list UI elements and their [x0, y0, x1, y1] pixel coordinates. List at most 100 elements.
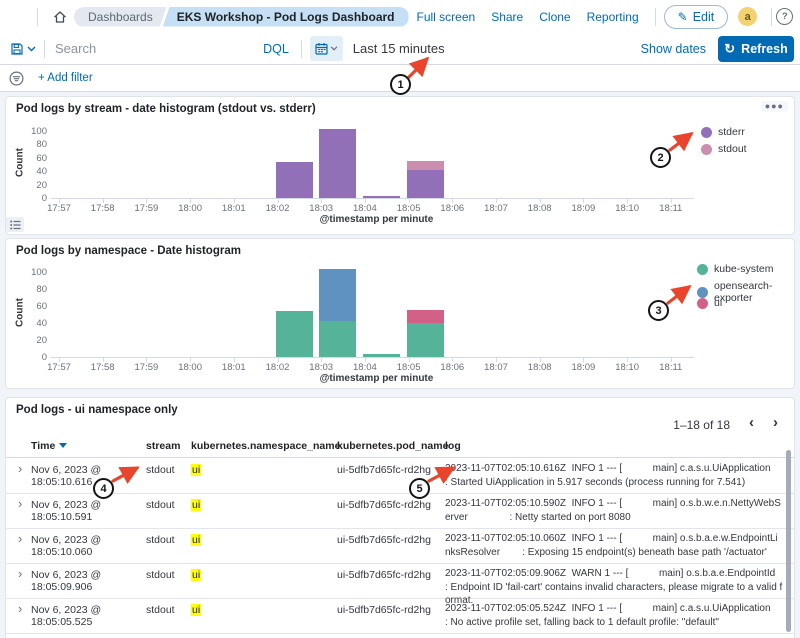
divider — [771, 7, 773, 26]
bar-segment-stderr[interactable] — [362, 195, 400, 198]
legend-label: ui — [714, 297, 723, 309]
y-tick-label: 40 — [36, 317, 47, 329]
time-cell: Nov 6, 2023 @ 18:05:09.906 — [31, 569, 102, 593]
legend-item-stdout[interactable]: stdout — [701, 143, 747, 155]
legend-item-opensearch-exporter[interactable]: opensearch-exporter — [697, 280, 794, 304]
y-tick-label: 100 — [31, 126, 47, 137]
table-row: › Nov 6, 2023 @ 18:05:05.525 stdout ui ui-5d… — [6, 598, 794, 634]
table-row: › Nov 6, 2023 @ 18:05:10.616 stdout ui ui-5d… — [6, 458, 794, 494]
table-row: › Nov 6, 2023 @ 18:05:10.060 stdout ui ui-5d… — [6, 528, 794, 564]
add-filter-button[interactable]: + Add filter — [38, 72, 93, 84]
share-link[interactable]: Share — [491, 9, 524, 24]
x-tick-label: 18:07 — [484, 362, 508, 373]
chevron-down-icon — [27, 46, 36, 51]
pagination-prev-icon[interactable]: ‹ — [749, 414, 754, 431]
search-input[interactable] — [53, 40, 254, 57]
avatar[interactable]: a — [738, 7, 758, 26]
full-screen-link[interactable]: Full screen — [416, 9, 476, 24]
time-cell: Nov 6, 2023 @ 18:05:05.525 — [31, 604, 102, 628]
x-tick-label: 17:59 — [134, 203, 159, 214]
stream-cell: stdout — [146, 569, 175, 581]
bar-segment-kube-system[interactable] — [275, 310, 313, 357]
column-header-log[interactable]: log — [445, 440, 461, 452]
help-icon[interactable]: ? — [776, 8, 794, 25]
pencil-icon: ✎ — [677, 9, 688, 24]
bar-segment-kube-system[interactable] — [406, 322, 444, 357]
x-tick-label: 18:04 — [353, 362, 377, 373]
breadcrumb-dashboards[interactable]: Dashboards — [74, 7, 167, 27]
bar-segment-opensearch-exporter[interactable] — [319, 268, 357, 322]
namespace-cell: ui — [191, 534, 333, 546]
show-dates-link[interactable]: Show dates — [640, 41, 706, 56]
home-icon[interactable] — [52, 9, 68, 25]
legend-item-ui[interactable]: ui — [697, 297, 722, 309]
time-cell: Nov 6, 2023 @ 18:05:10.591 — [31, 499, 102, 523]
bar-segment-stdout[interactable] — [406, 161, 444, 170]
x-tick-label: 18:07 — [484, 203, 508, 214]
x-tick-mark — [321, 358, 323, 362]
filter-settings-icon[interactable] — [9, 70, 24, 86]
x-tick-label: 18:01 — [221, 203, 246, 214]
divider — [654, 7, 656, 26]
legend-item-stderr[interactable]: stderr — [701, 126, 745, 138]
pagination-next-icon[interactable]: › — [773, 414, 778, 431]
time-range-value[interactable]: Last 15 minutes — [352, 41, 445, 56]
x-tick-label: 18:08 — [527, 362, 552, 373]
pod-name-cell: ui-5dfb7d65fc-rd2hg — [337, 604, 431, 616]
divider — [37, 7, 38, 26]
panel-title: Pod logs by stream - date histogram (std… — [16, 103, 316, 115]
refresh-button[interactable]: ↻ Refresh — [718, 35, 794, 62]
log-cell: 2023-11-07T02:05:10.616Z INFO 1 --- [ ma… — [445, 463, 771, 488]
expand-row-icon[interactable]: › — [18, 531, 23, 546]
clone-link[interactable]: Clone — [539, 9, 571, 24]
x-tick-mark — [102, 358, 104, 362]
expand-row-icon[interactable]: › — [18, 461, 23, 476]
x-tick-label: 18:05 — [396, 203, 421, 214]
query-language-button[interactable]: DQL — [263, 41, 289, 56]
reporting-link[interactable]: Reporting — [586, 9, 639, 24]
saved-query-icon[interactable] — [10, 42, 36, 56]
expand-row-icon[interactable]: › — [18, 566, 23, 581]
table-header: Time stream kubernetes.namespace_name ku… — [6, 437, 794, 458]
bar-segment-stderr[interactable] — [275, 161, 313, 198]
bar-segment-stderr[interactable] — [406, 169, 444, 198]
x-tick-mark — [146, 358, 148, 362]
menu-icon[interactable] — [13, 11, 29, 23]
legend-toggle-icon[interactable] — [6, 217, 24, 232]
log-cell: 2023-11-07T02:05:09.906Z WARN 1 --- [ ma… — [445, 568, 783, 606]
y-tick-label: 20 — [36, 179, 47, 191]
refresh-button-label: Refresh — [741, 41, 788, 56]
x-tick-mark — [539, 358, 541, 362]
y-tick-label: 60 — [36, 152, 47, 164]
bar-segment-kube-system[interactable] — [362, 354, 400, 357]
x-tick-mark — [452, 199, 454, 203]
namespace-highlight: ui — [191, 569, 202, 581]
x-tick-label: 17:58 — [90, 362, 115, 373]
legend-dot — [697, 286, 708, 298]
edit-button[interactable]: ✎ Edit — [663, 4, 729, 29]
bar-segment-stderr[interactable] — [319, 128, 357, 198]
chevron-down-icon — [330, 46, 338, 51]
x-tick-label: 18:00 — [178, 362, 202, 373]
namespace-cell: ui — [191, 499, 333, 511]
y-tick-label: 100 — [31, 266, 47, 278]
table-scrollbar[interactable] — [786, 450, 791, 632]
y-tick-label: 60 — [36, 300, 47, 312]
x-tick-mark — [277, 199, 279, 203]
column-header-namespace[interactable]: kubernetes.namespace_name — [191, 440, 341, 452]
date-picker-calendar-button[interactable] — [309, 36, 343, 61]
column-header-time[interactable]: Time — [31, 440, 68, 452]
panel-menu-icon[interactable]: ●●● — [760, 101, 788, 112]
column-header-stream[interactable]: stream — [146, 440, 181, 452]
x-tick-mark — [670, 199, 672, 203]
x-tick-mark — [496, 199, 497, 203]
legend-item-kube-system[interactable]: kube-system — [697, 263, 774, 275]
column-header-pod-name[interactable]: kubernetes.pod_name — [337, 440, 449, 452]
bar-segment-ui[interactable] — [406, 309, 444, 323]
namespace-highlight: ui — [191, 534, 202, 546]
expand-row-icon[interactable]: › — [18, 496, 23, 511]
y-tick-label: 80 — [36, 283, 47, 295]
bar-segment-kube-system[interactable] — [319, 321, 357, 357]
legend-label: stderr — [718, 126, 745, 138]
expand-row-icon[interactable]: › — [18, 601, 23, 616]
